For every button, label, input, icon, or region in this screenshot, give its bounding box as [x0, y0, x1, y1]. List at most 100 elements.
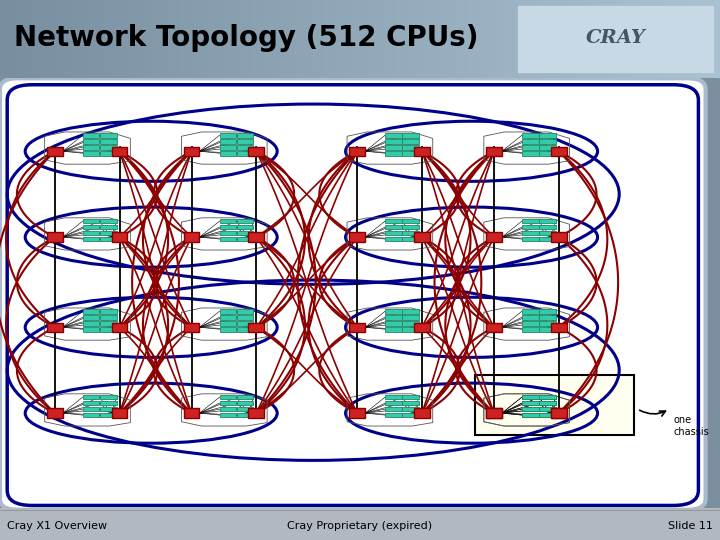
Bar: [382, 0, 389, 78]
Bar: [374, 0, 382, 78]
Bar: [402, 321, 419, 326]
Bar: [220, 407, 236, 411]
Bar: [237, 151, 253, 156]
Bar: [385, 327, 402, 332]
Bar: [100, 315, 117, 320]
Bar: [338, 0, 346, 78]
Bar: [367, 0, 374, 78]
Bar: [385, 139, 402, 144]
Bar: [47, 408, 63, 418]
Bar: [83, 413, 99, 417]
Bar: [220, 309, 236, 314]
Bar: [522, 225, 539, 230]
Bar: [385, 151, 402, 156]
Bar: [245, 0, 252, 78]
Bar: [402, 133, 419, 138]
Bar: [385, 401, 402, 406]
Bar: [598, 0, 605, 78]
Bar: [101, 0, 108, 78]
Bar: [94, 0, 101, 78]
Bar: [569, 0, 576, 78]
Bar: [522, 401, 539, 406]
Bar: [100, 395, 117, 400]
Bar: [562, 0, 569, 78]
Bar: [486, 232, 502, 242]
Bar: [180, 0, 187, 78]
Bar: [539, 407, 556, 411]
Bar: [539, 151, 556, 156]
Bar: [83, 237, 99, 241]
Bar: [539, 395, 556, 400]
Bar: [83, 309, 99, 314]
Bar: [402, 219, 419, 224]
Bar: [418, 0, 425, 78]
Bar: [539, 139, 556, 144]
Bar: [670, 0, 677, 78]
Bar: [220, 401, 236, 406]
Bar: [691, 0, 698, 78]
Text: one
chassis: one chassis: [673, 415, 709, 437]
Bar: [539, 231, 556, 235]
Bar: [414, 146, 430, 156]
Bar: [522, 395, 539, 400]
Bar: [220, 133, 236, 138]
Bar: [47, 232, 63, 242]
Bar: [237, 145, 253, 150]
Bar: [83, 327, 99, 332]
Bar: [475, 375, 634, 435]
Bar: [522, 231, 539, 235]
Bar: [539, 133, 556, 138]
Bar: [551, 408, 567, 418]
Bar: [194, 0, 202, 78]
Bar: [539, 145, 556, 150]
Bar: [468, 0, 475, 78]
Bar: [36, 0, 43, 78]
Bar: [237, 321, 253, 326]
Bar: [187, 0, 194, 78]
Bar: [713, 0, 720, 78]
Bar: [522, 401, 539, 406]
Bar: [539, 327, 556, 332]
Bar: [317, 0, 324, 78]
Text: Slide 11: Slide 11: [668, 522, 713, 531]
Bar: [112, 322, 127, 332]
Bar: [518, 0, 526, 78]
Bar: [173, 0, 180, 78]
Bar: [100, 327, 117, 332]
Bar: [220, 327, 236, 332]
Bar: [554, 0, 562, 78]
Bar: [410, 0, 418, 78]
Bar: [112, 408, 127, 418]
Bar: [385, 231, 402, 235]
Bar: [288, 0, 295, 78]
Bar: [274, 0, 281, 78]
Bar: [216, 0, 223, 78]
Bar: [151, 0, 158, 78]
Bar: [281, 0, 288, 78]
Bar: [237, 309, 253, 314]
Bar: [100, 139, 117, 144]
Bar: [237, 395, 253, 400]
Text: Cray Proprietary (expired): Cray Proprietary (expired): [287, 522, 433, 531]
Bar: [166, 0, 173, 78]
Bar: [100, 145, 117, 150]
Bar: [698, 0, 706, 78]
Bar: [230, 0, 238, 78]
Bar: [220, 225, 236, 230]
Bar: [83, 151, 99, 156]
Bar: [237, 407, 253, 411]
Bar: [626, 0, 634, 78]
Bar: [29, 0, 36, 78]
Bar: [360, 0, 367, 78]
Bar: [237, 225, 253, 230]
Bar: [522, 327, 539, 332]
Bar: [220, 395, 236, 400]
Bar: [100, 133, 117, 138]
Bar: [522, 321, 539, 326]
Bar: [402, 145, 419, 150]
Bar: [331, 0, 338, 78]
Bar: [223, 0, 230, 78]
Bar: [83, 225, 99, 230]
Bar: [540, 0, 547, 78]
Bar: [83, 395, 99, 400]
